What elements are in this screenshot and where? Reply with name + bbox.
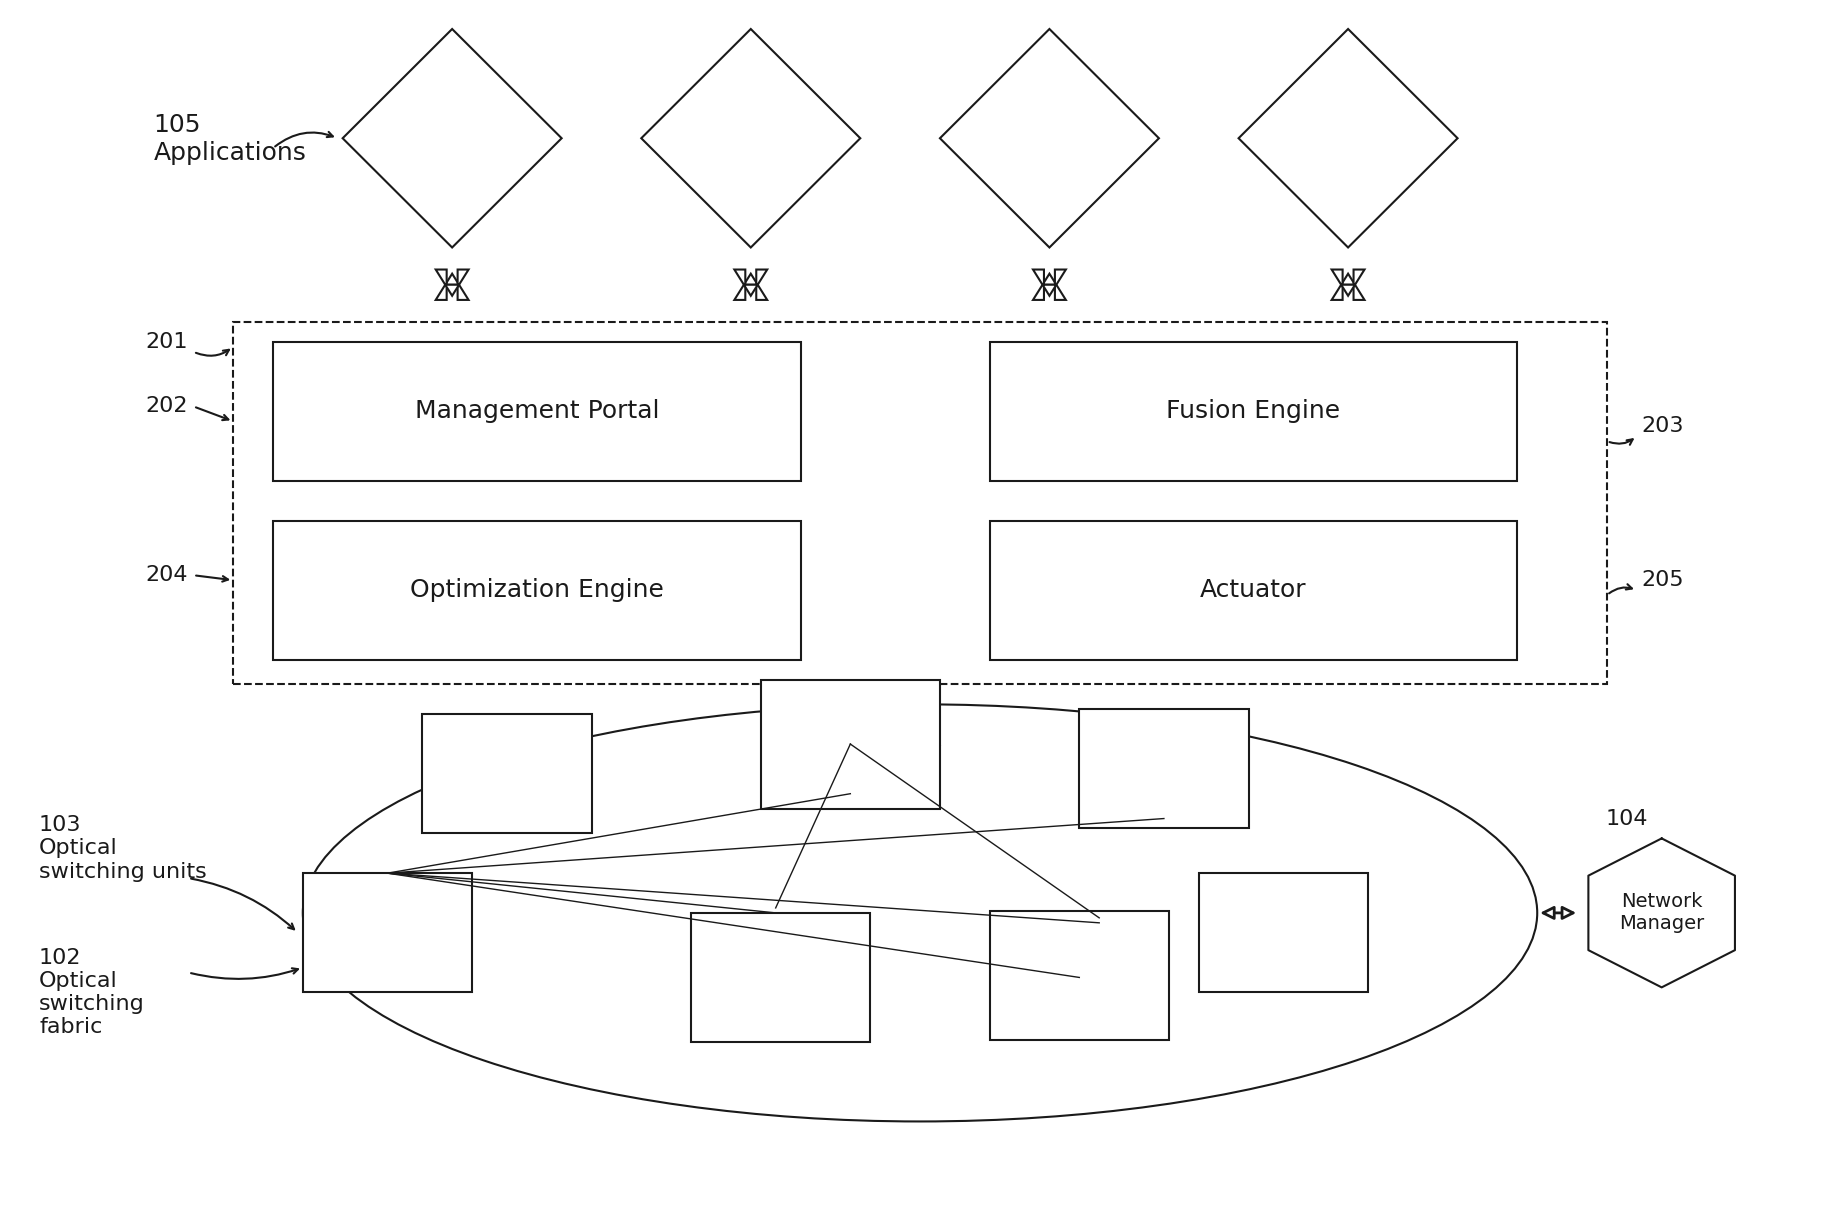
- Text: 203: 203: [1641, 417, 1684, 436]
- Bar: [1079, 710, 1247, 829]
- Text: 205: 205: [1641, 570, 1684, 590]
- Text: 104: 104: [1604, 808, 1647, 829]
- Text: Network
Manager: Network Manager: [1619, 892, 1704, 933]
- Bar: [303, 874, 471, 993]
- Bar: [274, 520, 800, 660]
- Text: 202: 202: [146, 396, 188, 417]
- FancyArrow shape: [1331, 270, 1364, 295]
- FancyArrow shape: [734, 273, 767, 300]
- Bar: [989, 520, 1517, 660]
- FancyArrow shape: [1033, 273, 1064, 300]
- Text: Optimization Engine: Optimization Engine: [410, 578, 663, 603]
- Bar: [274, 341, 800, 481]
- Bar: [1198, 874, 1368, 993]
- Text: Actuator: Actuator: [1199, 578, 1307, 603]
- Bar: [691, 912, 870, 1042]
- FancyArrow shape: [1331, 273, 1364, 300]
- Text: Fusion Engine: Fusion Engine: [1166, 400, 1340, 423]
- Text: 204: 204: [146, 565, 188, 586]
- Text: Management Portal: Management Portal: [414, 400, 658, 423]
- FancyArrow shape: [436, 273, 468, 300]
- Text: 103
Optical
switching units: 103 Optical switching units: [39, 815, 207, 882]
- Text: 201: 201: [146, 332, 188, 352]
- Bar: [421, 714, 591, 833]
- Bar: [233, 322, 1606, 684]
- Bar: [989, 341, 1517, 481]
- Bar: [760, 679, 939, 809]
- Bar: [989, 911, 1168, 1040]
- Text: 102
Optical
switching
fabric: 102 Optical switching fabric: [39, 948, 144, 1038]
- FancyArrow shape: [900, 714, 939, 744]
- Text: 105
Applications: 105 Applications: [153, 113, 307, 165]
- FancyArrow shape: [900, 686, 939, 717]
- FancyArrow shape: [1033, 270, 1064, 295]
- FancyArrow shape: [734, 270, 767, 295]
- FancyArrow shape: [436, 270, 468, 295]
